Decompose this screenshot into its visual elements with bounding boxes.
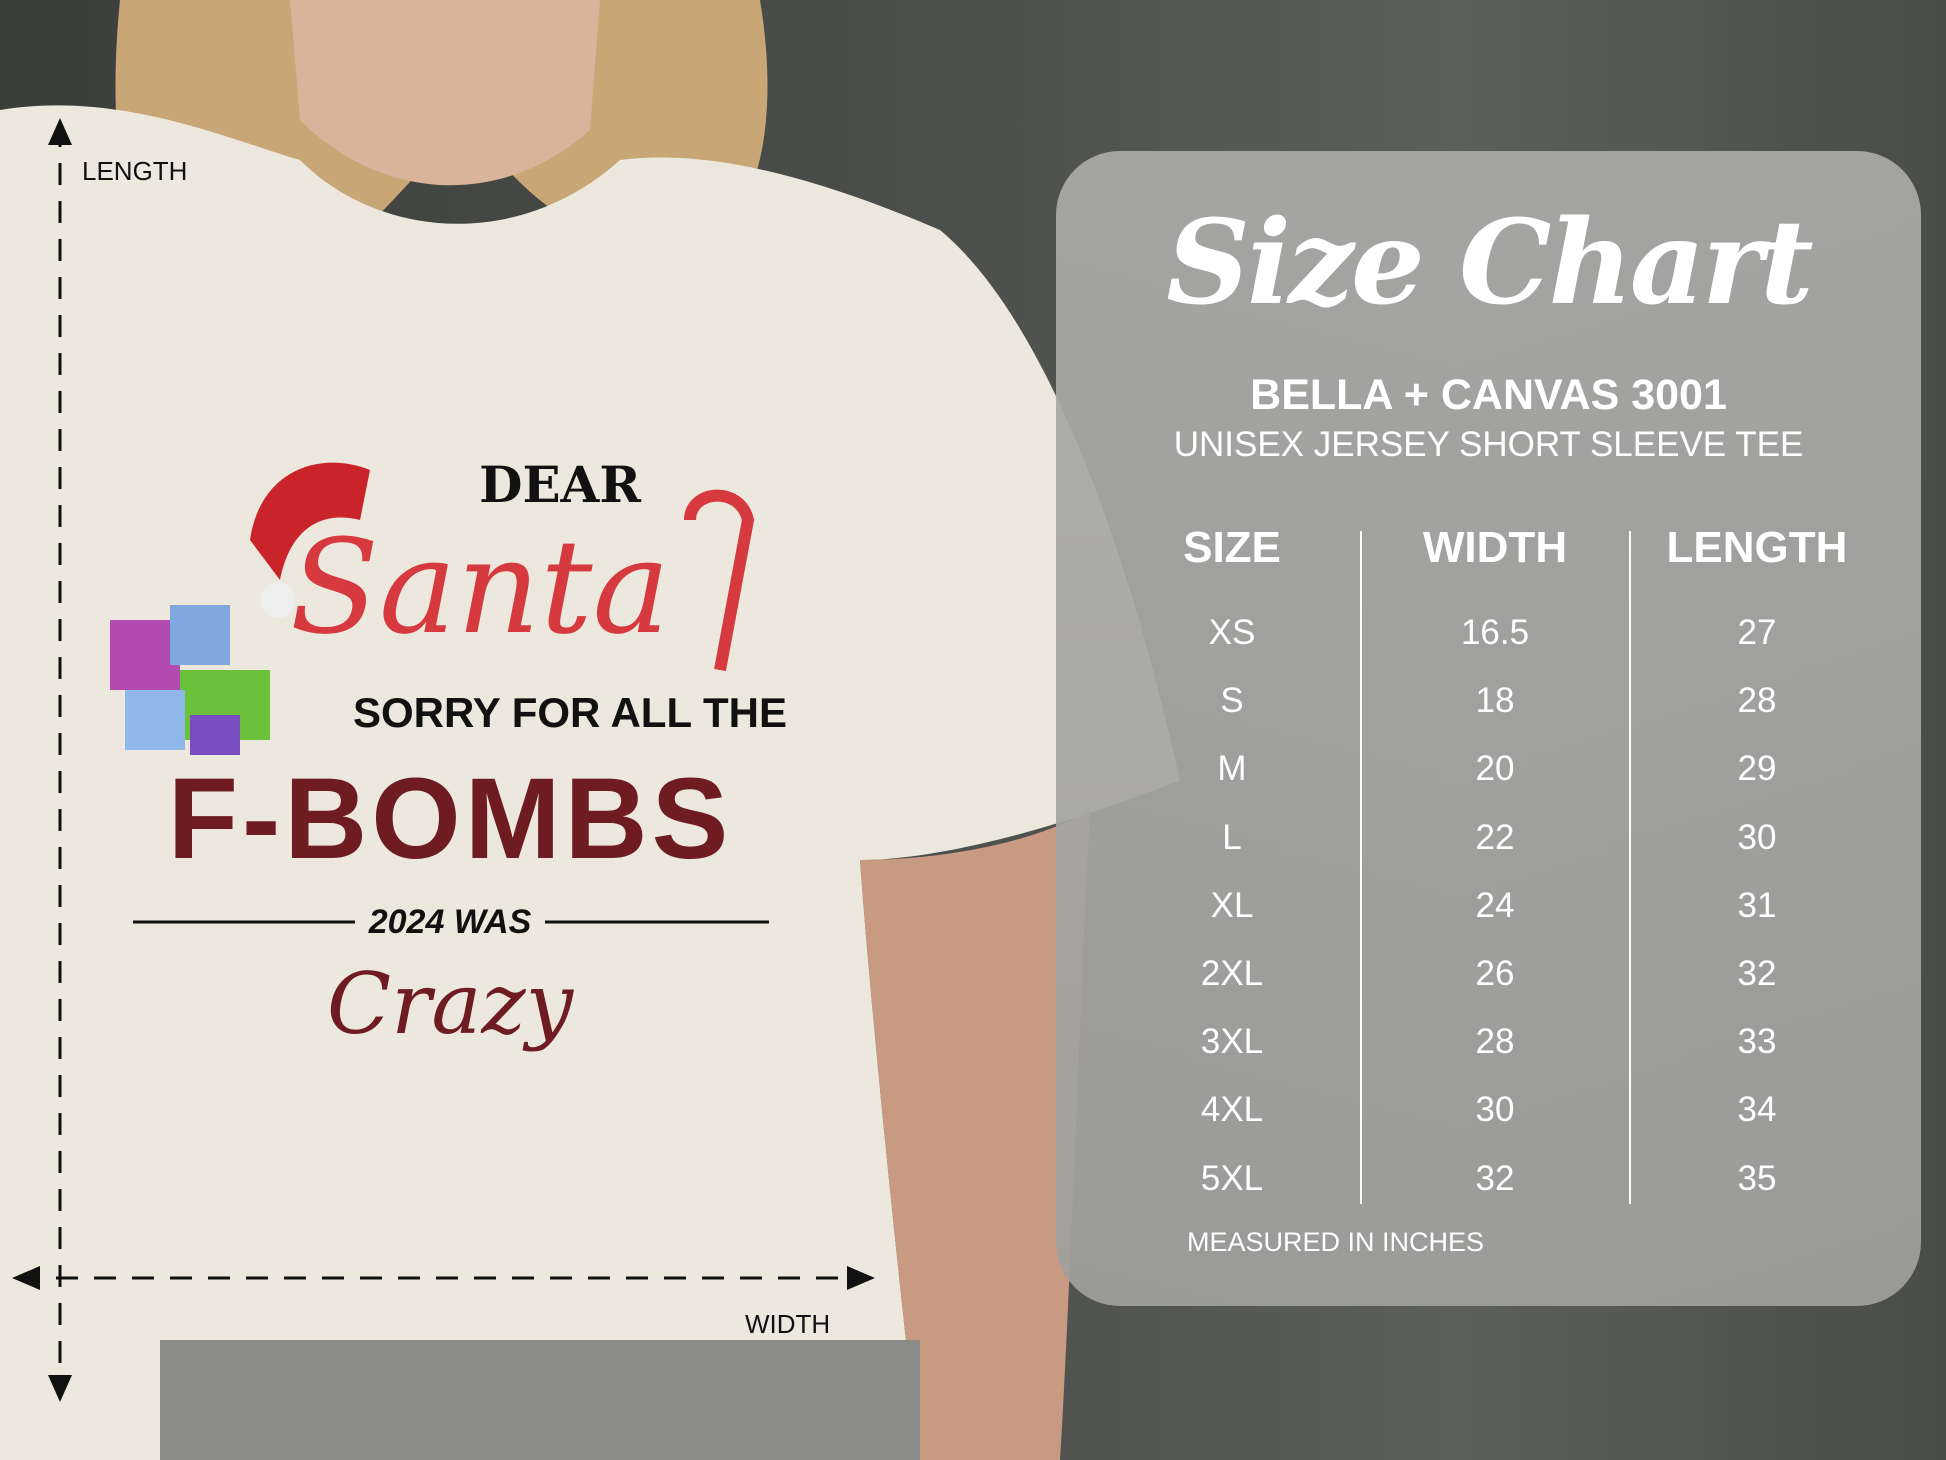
arrow-down-icon (48, 1375, 72, 1402)
table-cell-size: S (1220, 681, 1244, 721)
table-cell-length: 33 (1737, 1022, 1777, 1062)
design-crazy: Crazy (326, 955, 574, 1053)
table-cell-width: 28 (1475, 1022, 1515, 1062)
shirt-body (0, 105, 1180, 1460)
table-cell-width: 30 (1475, 1090, 1515, 1130)
product-model: UNISEX JERSEY SHORT SLEEVE TEE (1173, 425, 1804, 464)
size-chart-panel (1056, 151, 1921, 1306)
brand-name: BELLA + CANVAS 3001 (1250, 371, 1727, 419)
table-cell-length: 32 (1737, 954, 1777, 993)
table-cell-size: 2XL (1200, 954, 1264, 993)
column-header-length: LENGTH (1666, 523, 1848, 572)
table-cell-size: 4XL (1200, 1090, 1264, 1130)
table-cell-size: 3XL (1200, 1022, 1264, 1062)
table-cell-size: 5XL (1200, 1158, 1264, 1198)
santa-hat-icon (250, 462, 370, 580)
table-cell-length: 35 (1737, 1158, 1777, 1198)
table-cell-size: XL (1210, 885, 1254, 925)
table-cell-width: 20 (1475, 749, 1515, 789)
table-cell-width: 16.5 (1460, 613, 1530, 652)
table-cell-width: 18 (1475, 681, 1515, 721)
hat-pompom (260, 582, 296, 618)
width-label: WIDTH (745, 1309, 831, 1339)
column-divider (1629, 531, 1631, 1204)
design-santa: Santa (290, 511, 671, 663)
table-cell-length: 31 (1737, 885, 1777, 925)
length-label: LENGTH (82, 156, 188, 186)
table-cell-width: 32 (1475, 1158, 1515, 1198)
column-header-size: SIZE (1183, 523, 1281, 572)
table-cell-width: 22 (1475, 817, 1515, 857)
arrow-up-icon (48, 118, 72, 145)
column-header-width: WIDTH (1422, 523, 1568, 572)
measurement-note: MEASURED IN INCHES (1187, 1227, 1485, 1257)
table-cell-size: M (1217, 749, 1247, 789)
table-cell-length: 30 (1737, 817, 1777, 857)
pants (160, 1340, 920, 1460)
design-2024-was: 2024 WAS (368, 903, 532, 941)
arm (860, 810, 1090, 1460)
candy-cane-icon (684, 489, 755, 672)
table-cell-length: 27 (1737, 613, 1777, 652)
table-cell-length: 29 (1737, 749, 1777, 789)
table-cell-length: 34 (1737, 1090, 1777, 1130)
table-cell-width: 24 (1475, 885, 1515, 925)
size-chart-title: Size Chart (1166, 195, 1813, 331)
table-cell-size: XS (1208, 613, 1256, 652)
neck (290, 0, 600, 186)
design-dear: DEAR (479, 455, 641, 514)
design-sorry: SORRY FOR ALL THE (352, 689, 788, 736)
table-cell-size: L (1222, 817, 1242, 857)
design-fbombs: F-BOMBS (167, 755, 733, 883)
arrow-left-icon (12, 1266, 40, 1290)
table-cell-width: 26 (1475, 954, 1515, 993)
table-cell-length: 28 (1737, 681, 1777, 721)
arrow-right-icon (847, 1266, 875, 1290)
gift-boxes-icon (110, 605, 270, 755)
column-divider (1360, 531, 1362, 1204)
